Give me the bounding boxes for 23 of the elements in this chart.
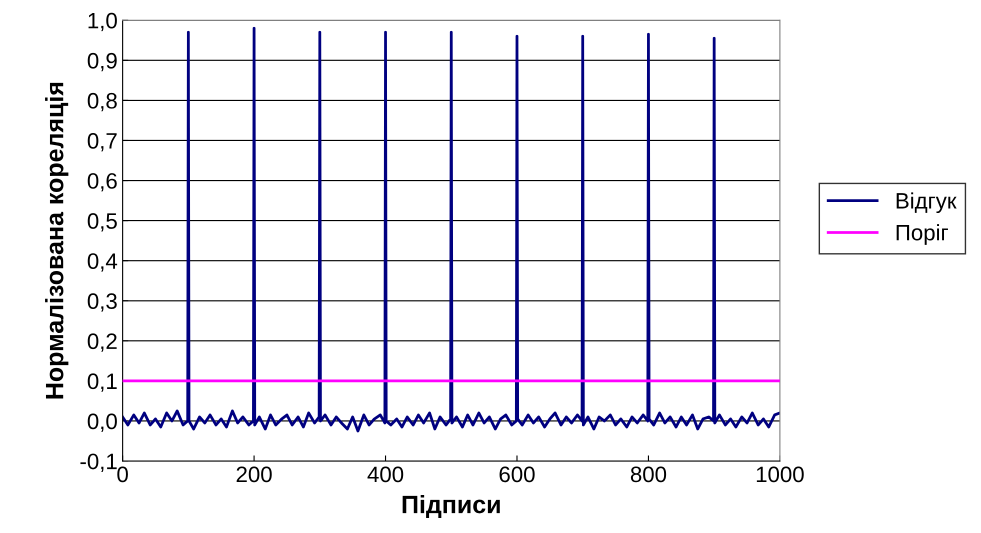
y-tick-label: 0,6 — [88, 173, 117, 192]
x-tick-label: 200 — [236, 466, 272, 482]
y-tick-label: 0,9 — [88, 52, 117, 72]
y-tick-label: 0,2 — [88, 333, 117, 352]
x-tick-label: 800 — [630, 466, 666, 482]
y-tick-label: 1,0 — [88, 12, 117, 32]
y-tick-label: 0,4 — [88, 253, 118, 272]
y-tick-label: 0,5 — [88, 213, 117, 232]
y-tick-label: 0,3 — [88, 293, 117, 312]
x-tick-label: 1000 — [756, 466, 804, 482]
x-axis-title: Підписи — [402, 494, 500, 518]
x-tick-label: 600 — [500, 466, 535, 482]
y-tick-label: 0,8 — [88, 92, 117, 112]
x-tick-label: 400 — [368, 466, 404, 482]
legend-label: Відгук — [896, 192, 957, 214]
y-tick-label: 0,0 — [88, 414, 117, 432]
line-series — [122, 26, 780, 432]
y-tick-label: 0,7 — [88, 133, 117, 152]
y-tick-label: -0,1 — [80, 454, 117, 472]
y-tick-label: 0,1 — [88, 373, 117, 392]
legend-label: Поріг — [896, 224, 948, 245]
y-axis-title: Нормалізована кореляція — [45, 82, 68, 399]
x-tick-label: 0 — [117, 466, 128, 482]
